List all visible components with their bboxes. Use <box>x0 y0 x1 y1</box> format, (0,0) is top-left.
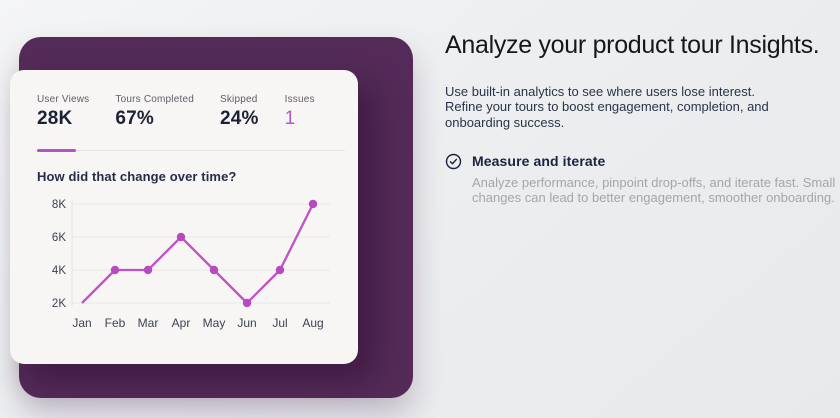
stat-value-issues: 1 <box>284 108 296 129</box>
chart-title: How did that change over time? <box>37 169 237 184</box>
feature-description: Analyze performance, pinpoint drop-offs,… <box>472 176 835 205</box>
stats-divider <box>37 149 345 152</box>
stat-tours-completed[interactable]: Tours Completed 67% <box>115 94 194 130</box>
stat-value: 24% <box>219 108 259 129</box>
stat-label: User Views <box>37 94 90 105</box>
feature-description-line: Analyze performance, pinpoint drop-offs,… <box>472 175 836 191</box>
svg-text:4K: 4K <box>52 265 66 277</box>
svg-text:Jul: Jul <box>272 316 287 330</box>
feature-title: Measure and iterate <box>472 153 606 170</box>
stat-issues[interactable]: Issues 1 <box>285 94 315 130</box>
page-title: Analyze your product tour Insights. <box>445 31 820 59</box>
feature-measure-and-iterate[interactable]: Measure and iterate Analyze performance,… <box>445 153 840 205</box>
analytics-card: User Views 28K Tours Completed 67% Skipp… <box>10 70 358 364</box>
stat-label: Skipped <box>219 94 258 105</box>
stat-skipped[interactable]: Skipped 24% <box>220 94 259 130</box>
svg-text:6K: 6K <box>52 232 66 244</box>
stat-user-views[interactable]: User Views 28K <box>37 94 89 130</box>
svg-text:Apr: Apr <box>172 316 191 330</box>
svg-text:8K: 8K <box>52 199 66 211</box>
svg-text:Jan: Jan <box>72 316 91 330</box>
stat-value: 67% <box>115 108 155 129</box>
intro-text: Use built-in analytics to see where user… <box>445 84 840 131</box>
feature-body: Measure and iterate Analyze performance,… <box>472 153 835 205</box>
stats-row: User Views 28K Tours Completed 67% Skipp… <box>10 70 358 130</box>
intro-line: Refine your tours to boost engagement, c… <box>445 99 769 115</box>
svg-text:Jun: Jun <box>237 316 256 330</box>
check-circle-icon <box>445 153 462 205</box>
svg-text:Feb: Feb <box>105 316 126 330</box>
stat-label: Tours Completed <box>115 94 194 105</box>
svg-text:Mar: Mar <box>138 316 159 330</box>
feature-description-line: changes can lead to better engagement, s… <box>472 189 835 205</box>
intro-line: Use built-in analytics to see where user… <box>445 83 755 99</box>
svg-text:May: May <box>203 316 226 330</box>
line-chart: 2K 4K 6K 8K Jan Feb Mar Apr May Jun Jul Aug <box>52 199 330 330</box>
stat-label: Issues <box>284 94 315 105</box>
intro-line: onboarding success. <box>445 114 565 130</box>
stat-value: 28K <box>37 108 73 129</box>
svg-text:Aug: Aug <box>302 316 323 330</box>
svg-text:2K: 2K <box>52 298 66 310</box>
active-tab-indicator <box>37 149 76 152</box>
content-column: Analyze your product tour Insights. Use … <box>445 31 840 205</box>
